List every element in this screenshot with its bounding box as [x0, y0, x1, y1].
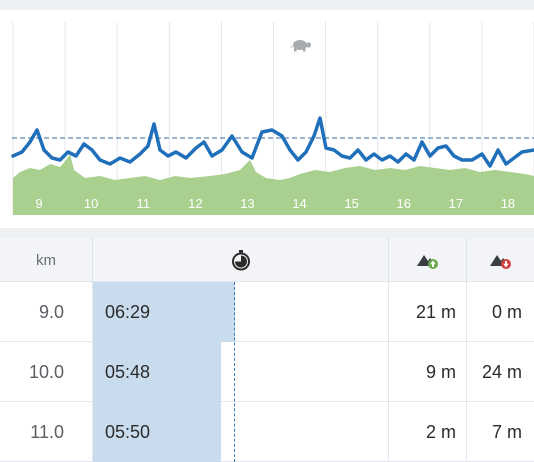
km-axis-labels: 9 10 11 12 13 14 15 16 17 18	[35, 196, 515, 211]
km-axis-label: 16	[397, 196, 411, 211]
table-row[interactable]: 9.0 06:29 21 m 0 m	[0, 282, 534, 342]
km-axis-label: 17	[449, 196, 463, 211]
mountain-up-icon	[416, 255, 438, 269]
km-cell: 9.0	[38, 301, 64, 322]
stopwatch-icon	[231, 250, 250, 271]
km-cell: 10.0	[28, 361, 64, 382]
pace-cell: 05:50	[92, 402, 388, 462]
pace-line	[11, 116, 534, 168]
km-axis-label: 18	[501, 196, 515, 211]
elevation-area	[13, 154, 534, 215]
pace-value: 05:50	[105, 421, 151, 442]
average-pace-marker	[234, 282, 235, 462]
descent-column-header[interactable]	[466, 238, 534, 282]
pace-bar	[93, 342, 221, 402]
descent-cell: 24 m	[466, 342, 534, 402]
splits-table-header: km	[0, 238, 534, 282]
km-axis-label: 13	[240, 196, 254, 211]
splits-table-body: 9.0 06:29 21 m 0 m 10.0 05:48 9 m 24 m 1…	[0, 282, 534, 462]
km-axis-label: 9	[35, 196, 42, 211]
descent-cell: 7 m	[466, 402, 534, 462]
chart-footer	[0, 228, 534, 238]
km-axis-label: 14	[292, 196, 306, 211]
km-column-header: km	[36, 251, 56, 269]
pace-value: 06:29	[105, 301, 151, 322]
pace-value: 05:48	[105, 361, 151, 382]
ascent-cell: 2 m	[388, 402, 466, 462]
top-bar	[0, 0, 534, 10]
km-axis-label: 12	[188, 196, 202, 211]
pace-cell: 06:29	[92, 282, 388, 342]
pace-bar	[93, 402, 221, 462]
turtle-icon	[290, 40, 312, 52]
pace-elevation-chart[interactable]: 9 10 11 12 13 14 15 16 17 18	[0, 10, 534, 228]
descent-cell: 0 m	[466, 282, 534, 342]
km-cell: 11.0	[30, 421, 64, 442]
mountain-down-icon	[489, 255, 511, 269]
ascent-cell: 9 m	[388, 342, 466, 402]
ascent-column-header[interactable]	[388, 238, 466, 282]
table-row[interactable]: 10.0 05:48 9 m 24 m	[0, 342, 534, 402]
ascent-cell: 21 m	[388, 282, 466, 342]
chart-svg: 9 10 11 12 13 14 15 16 17 18	[11, 22, 534, 215]
pace-cell: 05:48	[92, 342, 388, 402]
km-axis-label: 15	[344, 196, 358, 211]
km-axis-label: 11	[137, 196, 151, 211]
pace-bar	[93, 282, 235, 342]
table-row[interactable]: 11.0 05:50 2 m 7 m	[0, 402, 534, 462]
pace-column-header[interactable]	[92, 238, 388, 282]
km-axis-label: 10	[84, 196, 98, 211]
